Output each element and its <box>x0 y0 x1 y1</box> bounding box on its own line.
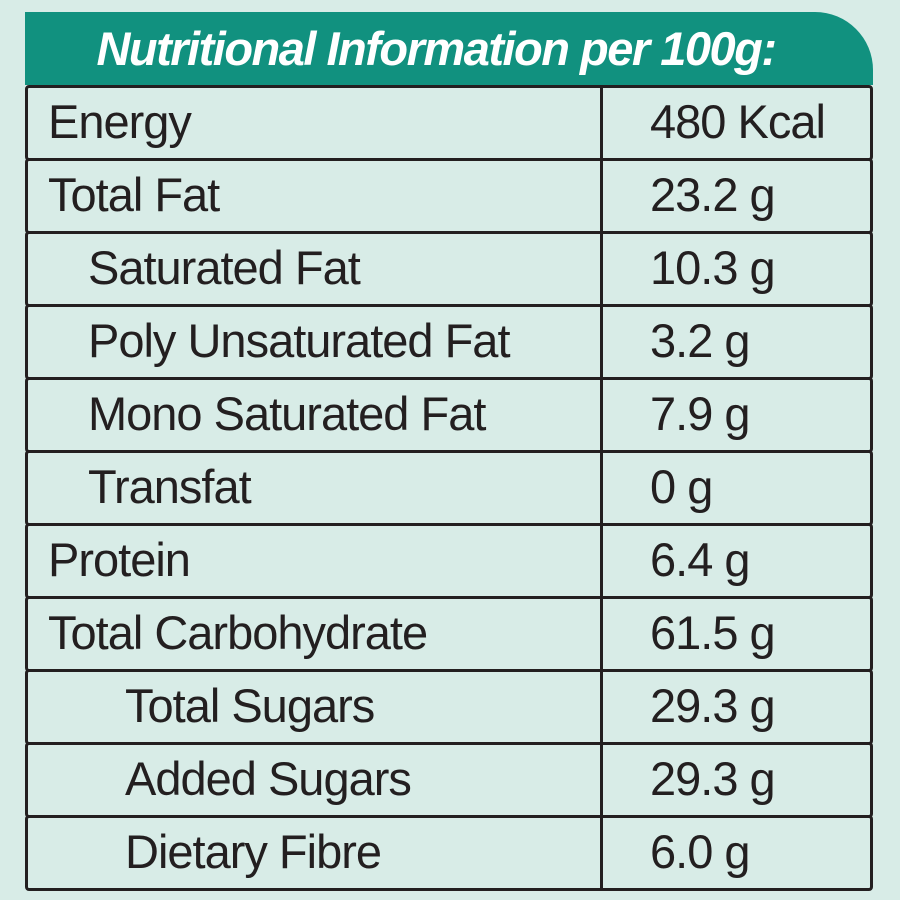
nutrient-label: Poly Unsaturated Fat <box>88 313 510 367</box>
nutrient-value-cell: 0 g <box>600 453 870 523</box>
nutrient-value: 29.3 g <box>650 751 776 805</box>
nutrient-label: Mono Saturated Fat <box>88 386 486 440</box>
table-row: Dietary Fibre 6.0 g <box>25 815 873 891</box>
nutrient-value: 6.0 g <box>650 824 751 878</box>
nutrient-value-cell: 61.5 g <box>600 599 870 669</box>
nutrient-value: 480 Kcal <box>650 94 826 148</box>
nutrient-label-cell: Saturated Fat <box>28 234 600 304</box>
nutrient-value-cell: 29.3 g <box>600 745 870 815</box>
nutrient-label: Saturated Fat <box>88 240 361 294</box>
nutrient-label-cell: Total Fat <box>28 161 600 231</box>
nutrient-label-cell: Energy <box>28 88 600 158</box>
nutrient-value: 7.9 g <box>650 386 751 440</box>
nutrient-value-cell: 6.0 g <box>600 818 870 888</box>
nutrient-value: 61.5 g <box>650 605 776 659</box>
nutrient-label: Total Carbohydrate <box>48 605 428 659</box>
nutrient-label-cell: Added Sugars <box>28 745 600 815</box>
nutrient-value-cell: 6.4 g <box>600 526 870 596</box>
nutrient-label-cell: Poly Unsaturated Fat <box>28 307 600 377</box>
nutrient-value: 23.2 g <box>650 167 776 221</box>
nutrient-value-cell: 480 Kcal <box>600 88 870 158</box>
nutrient-value-cell: 29.3 g <box>600 672 870 742</box>
nutrient-label: Transfat <box>88 459 252 513</box>
nutrient-label: Total Sugars <box>125 678 375 732</box>
nutrient-value: 10.3 g <box>650 240 776 294</box>
nutrient-label-cell: Dietary Fibre <box>28 818 600 888</box>
table-row: Mono Saturated Fat 7.9 g <box>25 377 873 453</box>
nutrition-label-panel: Nutritional Information per 100g: Energy… <box>25 12 873 891</box>
nutrient-label: Protein <box>48 532 191 586</box>
nutrient-value-cell: 23.2 g <box>600 161 870 231</box>
nutrient-label-cell: Total Sugars <box>28 672 600 742</box>
nutrient-label: Energy <box>48 94 192 148</box>
nutrient-label-cell: Protein <box>28 526 600 596</box>
nutrient-value-cell: 7.9 g <box>600 380 870 450</box>
table-row: Protein 6.4 g <box>25 523 873 599</box>
nutrient-label: Dietary Fibre <box>125 824 382 878</box>
nutrient-value-cell: 10.3 g <box>600 234 870 304</box>
nutrient-label: Added Sugars <box>125 751 412 805</box>
nutrition-table: Energy 480 Kcal Total Fat 23.2 g Saturated F… <box>25 85 873 891</box>
table-row: Total Sugars 29.3 g <box>25 669 873 745</box>
nutrient-value: 6.4 g <box>650 532 751 586</box>
table-row: Added Sugars 29.3 g <box>25 742 873 818</box>
nutrient-label-cell: Mono Saturated Fat <box>28 380 600 450</box>
nutrient-value: 29.3 g <box>650 678 776 732</box>
nutrition-title: Nutritional Information per 100g: <box>96 22 777 75</box>
nutrient-label-cell: Total Carbohydrate <box>28 599 600 669</box>
table-row: Total Carbohydrate 61.5 g <box>25 596 873 672</box>
nutrition-header-bar: Nutritional Information per 100g: <box>25 12 873 85</box>
nutrient-value: 0 g <box>650 459 713 513</box>
nutrient-value-cell: 3.2 g <box>600 307 870 377</box>
table-row: Transfat 0 g <box>25 450 873 526</box>
nutrient-label-cell: Transfat <box>28 453 600 523</box>
table-row: Saturated Fat 10.3 g <box>25 231 873 307</box>
table-row: Poly Unsaturated Fat 3.2 g <box>25 304 873 380</box>
nutrient-label: Total Fat <box>48 167 220 221</box>
table-row: Energy 480 Kcal <box>25 85 873 161</box>
table-row: Total Fat 23.2 g <box>25 158 873 234</box>
nutrient-value: 3.2 g <box>650 313 751 367</box>
